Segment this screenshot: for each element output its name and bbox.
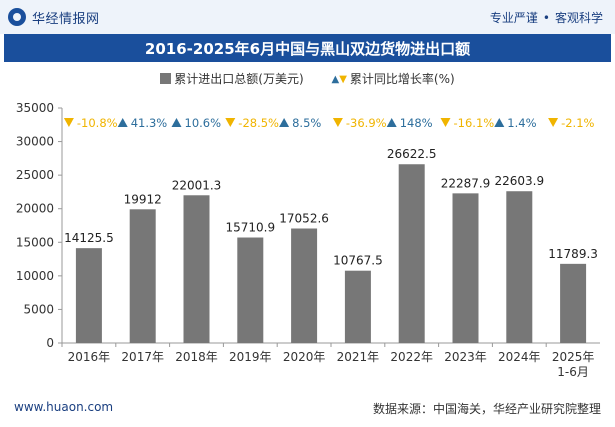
- x-tick-label-line: 2020年: [283, 350, 326, 364]
- growth-down-triangle: [440, 118, 451, 127]
- bar: [452, 193, 479, 343]
- bar: [506, 191, 533, 343]
- growth-up-triangle: [171, 118, 182, 127]
- bar: [237, 237, 264, 343]
- legend-up-triangle-icon: ▲: [331, 74, 340, 85]
- x-tick-label-line: 2018年: [175, 350, 218, 364]
- x-tick-label-line: 2017年: [121, 350, 164, 364]
- growth-up-triangle: [279, 118, 290, 127]
- x-tick-label: 2019年: [229, 350, 272, 364]
- x-tick-label: 2016年: [68, 350, 111, 364]
- footer-source: 数据来源：中国海关，华经产业研究院整理: [372, 402, 601, 416]
- legend-item-growth: ▲▼ 累计同比增长率(%): [332, 70, 455, 87]
- x-tick-label-line: 2019年: [229, 350, 272, 364]
- x-tick-label: 2017年: [121, 350, 164, 364]
- x-tick-label: 2022年: [390, 350, 433, 364]
- x-tick-label-line: 1-6月: [557, 365, 589, 379]
- data-label: 15710.9: [225, 221, 275, 235]
- growth-up-triangle: [117, 118, 128, 127]
- growth-up-triangle: [386, 118, 397, 127]
- logo-icon: [8, 8, 26, 26]
- growth-label: -10.8%: [77, 116, 118, 130]
- y-tick-label: 15000: [16, 235, 54, 249]
- growth-label: 8.5%: [292, 116, 321, 130]
- data-label: 22603.9: [494, 174, 544, 188]
- y-tick-label: 5000: [23, 302, 54, 316]
- data-label: 26622.5: [387, 147, 437, 161]
- bar: [344, 270, 371, 343]
- bar-chart: 0 5000 10000 15000 20000 25000 30000 35000 14125…: [16, 101, 600, 379]
- y-tick-label: 30000: [16, 135, 54, 149]
- growth-label: 148%: [400, 116, 433, 130]
- x-tick-label: 2021年: [337, 350, 380, 364]
- data-label: 19912: [124, 192, 162, 206]
- growth-up-triangle: [494, 118, 505, 127]
- bar: [398, 164, 425, 343]
- growth-label: -36.9%: [346, 116, 387, 130]
- x-tick-label-line: 2023年: [444, 350, 487, 364]
- chart-title: 2016-2025年6月中国与黑山双边货物进出口额: [144, 40, 471, 58]
- x-tick-label-line: 2022年: [390, 350, 433, 364]
- data-label: 17052.6: [279, 212, 329, 226]
- y-tick-label: 20000: [16, 202, 54, 216]
- x-tick-label: 2024年: [498, 350, 541, 364]
- bar: [560, 263, 587, 343]
- growth-label: 1.4%: [507, 116, 536, 130]
- bar: [291, 228, 318, 343]
- growth-label: -2.1%: [561, 116, 594, 130]
- footer-website: www.huaon.com: [14, 400, 114, 414]
- x-tick-label: 2018年: [175, 350, 218, 364]
- x-tick-label-line: 2016年: [68, 350, 111, 364]
- growth-down-triangle: [63, 118, 74, 127]
- bar: [183, 195, 210, 343]
- data-label: 11789.3: [548, 247, 598, 261]
- legend-bar-swatch-icon: [160, 73, 172, 84]
- data-label: 22001.3: [172, 178, 222, 192]
- brand-name: 华经情报网: [32, 12, 100, 27]
- x-tick-label-line: 2021年: [337, 350, 380, 364]
- data-label: 14125.5: [64, 231, 114, 245]
- tagline: 专业严谨 • 客观科学: [490, 9, 603, 26]
- data-label: 10767.5: [333, 254, 383, 268]
- growth-label: 10.6%: [185, 116, 222, 130]
- legend-item-bars: 累计进出口总额(万美元): [160, 70, 304, 87]
- dot-separator-icon: •: [542, 11, 550, 25]
- x-tick-label: 2023年: [444, 350, 487, 364]
- growth-down-triangle: [332, 118, 343, 127]
- growth-label: -16.1%: [454, 116, 495, 130]
- y-tick-label: 35000: [16, 101, 54, 115]
- x-tick-label: 2025年 1-6月: [552, 350, 595, 379]
- legend-down-triangle-icon: ▼: [339, 74, 347, 85]
- growth-label: 41.3%: [131, 116, 168, 130]
- bar: [75, 248, 102, 343]
- bar: [129, 209, 156, 343]
- legend-bar-label: 累计进出口总额(万美元): [174, 72, 304, 86]
- growth-down-triangle: [225, 118, 236, 127]
- growth-label: -28.5%: [238, 116, 279, 130]
- legend-growth-label: 累计同比增长率(%): [349, 72, 455, 86]
- x-tick-label: 2020年: [283, 350, 326, 364]
- y-tick-label: 25000: [16, 168, 54, 182]
- x-tick-label-line: 2024年: [498, 350, 541, 364]
- tagline-left: 专业严谨: [489, 11, 538, 25]
- data-label: 22287.9: [441, 176, 491, 190]
- title-bar: 2016-2025年6月中国与黑山双边货物进出口额: [4, 34, 611, 62]
- legend: 累计进出口总额(万美元) ▲▼ 累计同比增长率(%): [0, 70, 615, 90]
- header-bar: 华经情报网 专业严谨 • 客观科学: [0, 0, 615, 34]
- x-tick-label-line: 2025年: [552, 350, 595, 364]
- growth-down-triangle: [548, 118, 559, 127]
- y-tick-label: 0: [46, 336, 54, 350]
- tagline-right: 客观科学: [554, 11, 603, 25]
- y-tick-label: 10000: [16, 269, 54, 283]
